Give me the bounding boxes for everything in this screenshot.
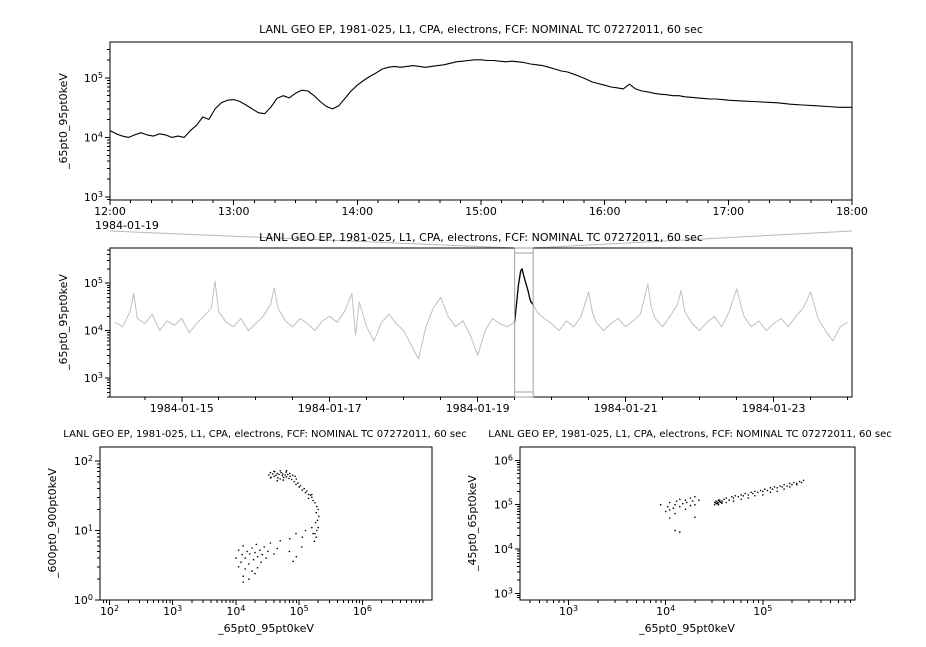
chart1-title: LANL GEO EP, 1981-025, L1, CPA, electron… (259, 231, 703, 244)
chart1-axes: 1984-01-15 1984-01-17 1984-01-19 1984-01-21… (84, 249, 849, 415)
svg-text:103: 103 (84, 371, 103, 385)
svg-text:16:00: 16:00 (589, 205, 621, 218)
chart3-title: LANL GEO EP, 1981-025, L1, CPA, electron… (488, 429, 891, 440)
chart0-axes: 12:00 13:00 14:00 15:00 16:00 17:00 18:00 103 10… (84, 48, 868, 218)
chart1-plot-area[interactable] (109, 247, 853, 398)
svg-text:106: 106 (353, 604, 372, 618)
chart2-title: LANL GEO EP, 1981-025, L1, CPA, electron… (63, 429, 466, 440)
chart3-xlabel: _65pt0_95pt0keV (638, 622, 735, 635)
chart2-axes: 102 103 104 105 106 100 101 102 (74, 454, 424, 618)
svg-text:104: 104 (226, 604, 245, 618)
svg-text:104: 104 (84, 324, 103, 338)
svg-text:104: 104 (84, 130, 103, 144)
chart2-ylabel: _600pt0_900pt0keV (46, 468, 59, 579)
chart2-xlabel: _65pt0_95pt0keV (217, 622, 314, 635)
chart2-series (235, 470, 320, 583)
svg-text:105: 105 (494, 498, 513, 512)
svg-text:105: 105 (753, 604, 772, 618)
svg-text:103: 103 (559, 604, 578, 618)
svg-text:105: 105 (84, 71, 103, 85)
svg-text:103: 103 (494, 586, 513, 600)
svg-text:15:00: 15:00 (465, 205, 497, 218)
svg-text:104: 104 (656, 604, 675, 618)
chart0-series (109, 59, 852, 138)
context-selection-box[interactable] (514, 247, 534, 398)
svg-text:103: 103 (84, 190, 103, 204)
svg-text:1984-01-15: 1984-01-15 (150, 402, 214, 415)
connector-lines (109, 230, 853, 249)
svg-text:1984-01-21: 1984-01-21 (594, 402, 658, 415)
svg-text:100: 100 (74, 593, 93, 607)
svg-text:105: 105 (290, 604, 309, 618)
chart0-date-label: 1984-01-19 (95, 219, 159, 232)
svg-text:18:00: 18:00 (836, 205, 868, 218)
chart3-axes: 103 104 105 103 104 105 106 (494, 453, 851, 618)
chart3-series (659, 479, 805, 533)
svg-text:12:00: 12:00 (94, 205, 126, 218)
chart0-title: LANL GEO EP, 1981-025, L1, CPA, electron… (259, 23, 703, 36)
chart3-panel: 103 104 105 103 104 105 106 LANL GEO EP, 1981-… (466, 429, 892, 635)
chart1-series (114, 268, 848, 360)
svg-text:1984-01-17: 1984-01-17 (298, 402, 362, 415)
chart0-panel: 12:00 13:00 14:00 15:00 16:00 17:00 18:00 103 10… (57, 23, 868, 232)
chart1-ylabel: _65pt0_95pt0keV (57, 274, 70, 371)
chart0-ylabel: _65pt0_95pt0keV (57, 73, 70, 170)
svg-text:101: 101 (74, 523, 93, 537)
svg-text:17:00: 17:00 (712, 205, 744, 218)
svg-text:105: 105 (84, 276, 103, 290)
svg-text:102: 102 (74, 454, 93, 468)
chart3-plot-area[interactable] (519, 446, 856, 601)
svg-text:106: 106 (494, 453, 513, 467)
chart1-panel: 1984-01-15 1984-01-17 1984-01-19 1984-01-21… (57, 231, 853, 415)
svg-text:13:00: 13:00 (218, 205, 250, 218)
chart2-panel: 102 103 104 105 106 100 101 102 LANL GEO EP, 19… (46, 429, 467, 635)
chart2-plot-area[interactable] (99, 446, 433, 601)
chart3-ylabel: _45pt0_65pt0keV (466, 475, 479, 572)
svg-text:14:00: 14:00 (341, 205, 373, 218)
svg-text:1984-01-23: 1984-01-23 (742, 402, 806, 415)
svg-text:103: 103 (163, 604, 182, 618)
svg-text:1984-01-19: 1984-01-19 (446, 402, 510, 415)
chart0-plot-area[interactable] (109, 41, 853, 201)
svg-text:104: 104 (494, 542, 513, 556)
svg-text:102: 102 (100, 604, 119, 618)
